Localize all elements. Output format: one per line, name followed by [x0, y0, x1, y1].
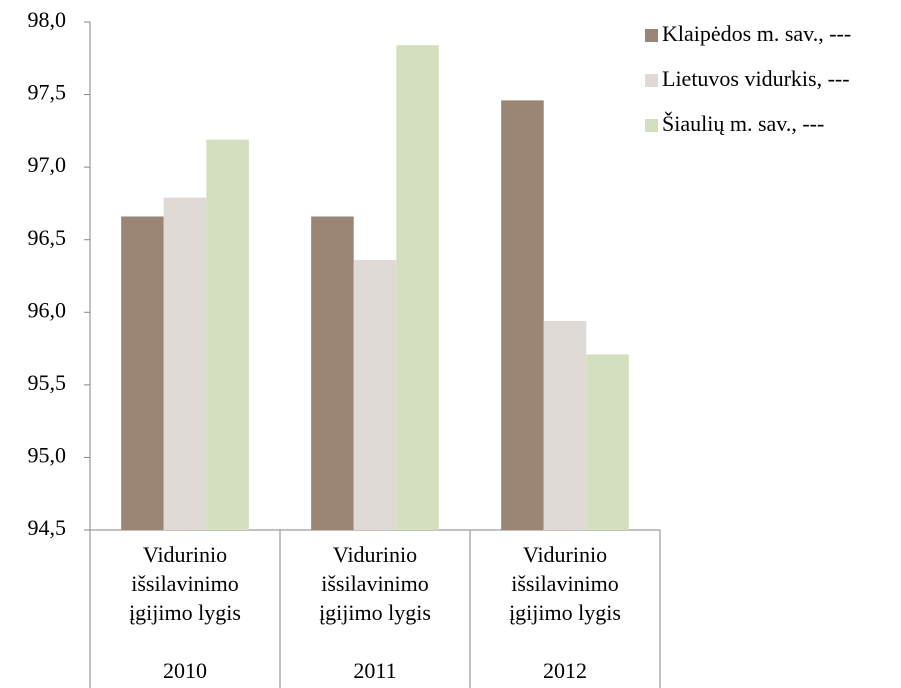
- category-label: 2010: [163, 658, 207, 683]
- bar: [396, 45, 439, 530]
- legend-label: Klaipėdos m. sav., ---: [662, 21, 851, 46]
- bar: [206, 139, 249, 530]
- legend-swatch: [645, 119, 658, 132]
- bar: [121, 216, 164, 530]
- y-tick-label: 95,0: [28, 442, 67, 467]
- y-tick-label: 98,0: [28, 7, 67, 32]
- bar: [311, 216, 354, 530]
- y-tick-label: 95,5: [28, 370, 67, 395]
- legend-label: Šiaulių m. sav., ---: [662, 111, 824, 136]
- bar: [586, 354, 629, 530]
- bar: [543, 320, 587, 530]
- bar: [501, 100, 544, 531]
- y-tick-label: 96,0: [28, 297, 67, 322]
- y-tick-label: 96,5: [28, 225, 67, 250]
- category-label: 2011: [353, 658, 397, 683]
- y-tick-label: 97,5: [28, 80, 67, 105]
- y-tick-label: 97,0: [28, 152, 67, 177]
- category-label: 2012: [543, 658, 587, 683]
- bar: [163, 197, 207, 530]
- legend-swatch: [645, 74, 658, 87]
- category-sublabel: Vidurinio išsilavinimo įgijimo lygis: [319, 542, 431, 625]
- category-sublabel: Vidurinio išsilavinimo įgijimo lygis: [509, 542, 621, 625]
- category-sublabel: Vidurinio išsilavinimo įgijimo lygis: [129, 542, 241, 625]
- legend-swatch: [645, 29, 658, 42]
- y-tick-label: 94,5: [28, 515, 67, 540]
- legend-label: Lietuvos vidurkis, ---: [662, 66, 850, 91]
- bar: [353, 260, 397, 530]
